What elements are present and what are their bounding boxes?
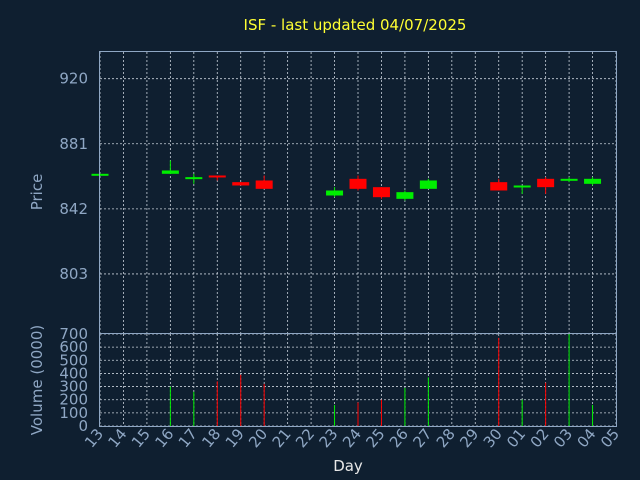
x-tick-label: 30 — [480, 425, 506, 451]
x-tick-label: 22 — [292, 425, 318, 451]
candle-body — [232, 182, 250, 186]
x-tick-label: 02 — [527, 425, 553, 451]
candle-body — [349, 178, 367, 189]
chart-title: ISF - last updated 04/07/2025 — [244, 16, 467, 34]
x-tick-label: 24 — [339, 425, 365, 451]
x-tick-label: 23 — [316, 425, 342, 451]
volume-tick-label: 400 — [59, 364, 88, 382]
price-candles — [91, 160, 602, 201]
candle-body — [560, 178, 578, 181]
x-tick-label: 17 — [175, 425, 201, 451]
candle-body — [372, 187, 390, 198]
candle-body — [185, 177, 203, 180]
candle-body — [255, 180, 273, 189]
candle-body — [396, 192, 414, 199]
candle-body — [490, 182, 508, 191]
price-tick-label: 881 — [59, 135, 88, 153]
x-tick-label: 28 — [433, 425, 459, 451]
x-tick-label: 19 — [222, 425, 248, 451]
x-tick-label: 20 — [245, 425, 271, 451]
x-tick-label: 15 — [128, 425, 154, 451]
candle-body — [208, 175, 226, 178]
volume-axis-label: Volume (0000) — [28, 325, 46, 435]
volume-panel-frame — [99, 333, 617, 427]
volume-tick-label: 300 — [59, 378, 88, 396]
volume-tick-label: 500 — [59, 351, 88, 369]
volume-tick-label: 100 — [59, 404, 88, 422]
x-tick-label: 05 — [597, 425, 623, 451]
candle-body — [513, 185, 531, 188]
x-ticks: 1314151617181920212223242526272829300102… — [81, 425, 623, 451]
candle-body — [584, 178, 602, 184]
x-tick-label: 18 — [198, 425, 224, 451]
x-tick-label: 03 — [550, 425, 576, 451]
x-tick-label: 16 — [151, 425, 177, 451]
price-y-ticks: 803 842 881 920 — [59, 70, 88, 283]
candle-body — [161, 170, 179, 174]
volume-tick-label: 200 — [59, 391, 88, 409]
candle-body — [537, 178, 555, 188]
x-tick-label: 27 — [409, 425, 435, 451]
x-tick-label: 04 — [574, 425, 600, 451]
price-axis-label: Price — [28, 174, 46, 211]
volume-tick-label: 0 — [78, 417, 88, 435]
volume-tick-label: 600 — [59, 338, 88, 356]
candle-body — [326, 190, 344, 196]
x-tick-label: 26 — [386, 425, 412, 451]
candle-body — [419, 180, 437, 189]
x-tick-label: 29 — [456, 425, 482, 451]
x-tick-label: 01 — [503, 425, 529, 451]
x-tick-label: 25 — [362, 425, 388, 451]
price-tick-label: 920 — [59, 70, 88, 88]
price-grid — [99, 52, 617, 334]
price-tick-label: 803 — [59, 265, 88, 283]
volume-bars — [169, 334, 594, 426]
x-axis-label: Day — [333, 457, 363, 475]
volume-tick-label: 700 — [59, 325, 88, 343]
x-tick-label: 14 — [104, 425, 130, 451]
price-tick-label: 842 — [59, 200, 88, 218]
x-tick-label: 21 — [269, 425, 295, 451]
